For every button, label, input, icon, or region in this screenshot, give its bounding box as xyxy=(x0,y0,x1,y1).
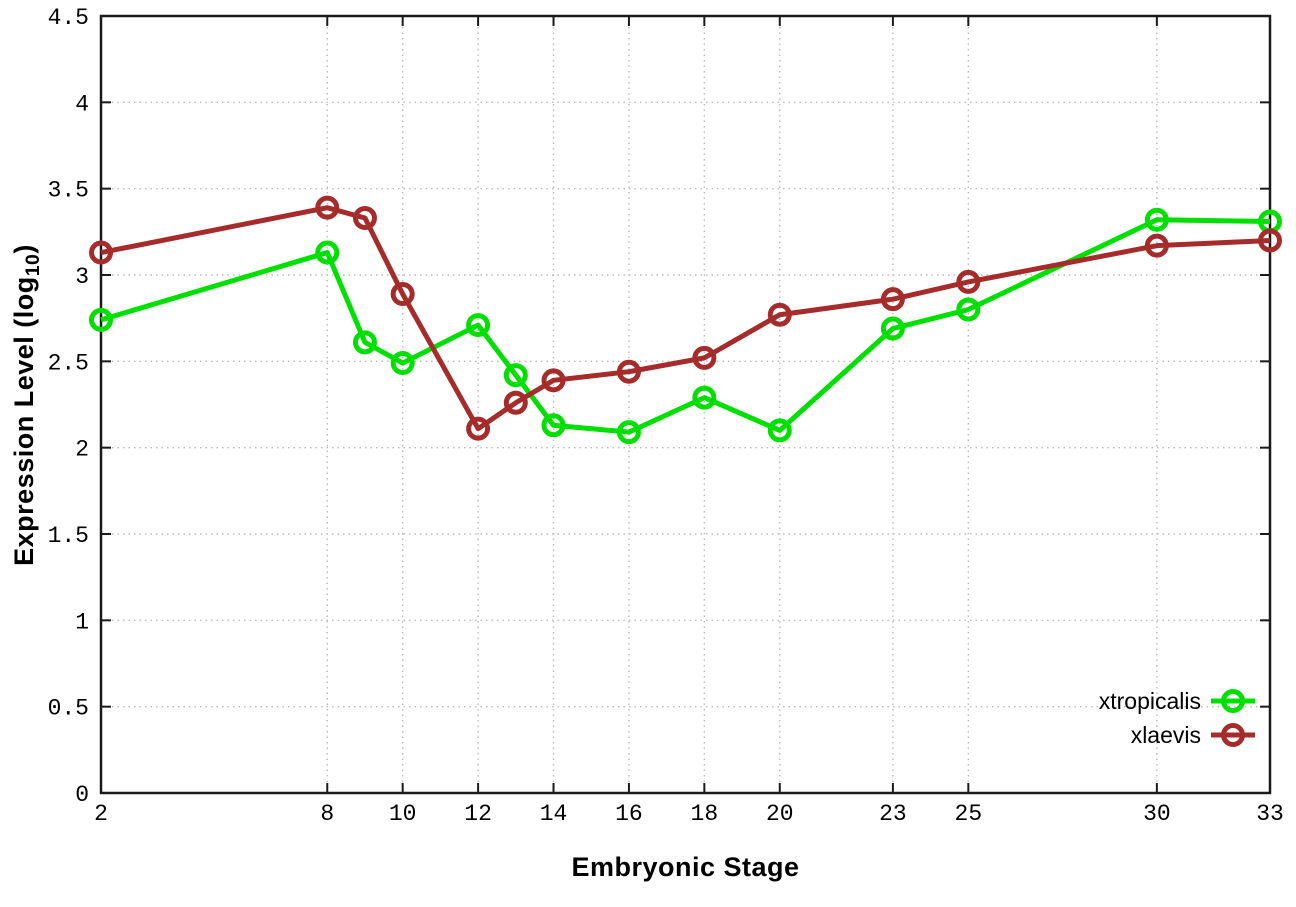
y-tick-label: 3 xyxy=(75,264,89,290)
y-tick-label: 4 xyxy=(75,91,89,117)
data-point-marker xyxy=(1144,207,1169,232)
series-xlaevis xyxy=(89,195,1282,441)
x-tick-label: 23 xyxy=(879,801,907,827)
line-marker-icon xyxy=(1211,689,1255,713)
x-tick-label: 10 xyxy=(389,801,417,827)
x-tick-label: 33 xyxy=(1256,801,1284,827)
x-axis-title: Embryonic Stage xyxy=(571,852,800,882)
y-tick-label: 2.5 xyxy=(48,350,89,376)
legend-item-xtropicalis: xtropicalis xyxy=(1099,684,1256,718)
y-tick-label: 1.5 xyxy=(48,523,89,549)
plot-border xyxy=(99,14,1272,795)
y-tick-label: 0 xyxy=(75,782,89,808)
y-axis-title: Expression Level (log10) xyxy=(9,244,45,566)
x-tick-label: 8 xyxy=(320,801,334,827)
y-tick-label: 2 xyxy=(75,437,89,463)
y-tick-label: 3.5 xyxy=(48,178,89,204)
gridlines xyxy=(101,16,1270,793)
data-point-marker xyxy=(1258,228,1282,253)
y-axis-title-close: ) xyxy=(8,244,39,254)
x-tick-label: 12 xyxy=(464,801,492,827)
legend-label-xtropicalis: xtropicalis xyxy=(1098,687,1201,714)
x-tick-label: 16 xyxy=(615,801,643,827)
data-point-marker xyxy=(767,418,792,443)
data-point-marker xyxy=(466,313,491,338)
y-axis-title-text: Expression Level (log xyxy=(8,276,39,566)
data-point-marker xyxy=(466,416,491,441)
y-tick-label: 1 xyxy=(75,609,89,635)
data-point-marker xyxy=(956,297,981,322)
data-point-marker xyxy=(352,206,377,231)
data-point-marker xyxy=(692,385,717,410)
data-point-marker xyxy=(503,363,528,388)
y-tick-label: 4.5 xyxy=(48,5,89,31)
data-point-marker xyxy=(616,420,641,445)
x-tick-label: 18 xyxy=(691,801,719,827)
series-line xyxy=(100,205,1271,432)
data-point-marker xyxy=(1144,233,1169,258)
data-point-marker xyxy=(315,195,340,220)
x-tick-label: 2 xyxy=(94,801,108,827)
data-point-marker xyxy=(880,316,905,341)
legend-item-xlaevis: xlaevis xyxy=(1099,718,1256,752)
data-point-marker xyxy=(956,269,981,294)
tick-labels: 2 8 10 12 14 16 18 20 23 25 30 33 0 0.5 1 1.5 2 2.5 3 3.5 4 4… xyxy=(48,5,1284,827)
data-point-marker xyxy=(315,240,340,265)
data-point-marker xyxy=(352,330,377,355)
data-point-marker xyxy=(390,281,415,306)
line-marker-icon xyxy=(1211,723,1255,747)
x-tick-label: 20 xyxy=(766,801,794,827)
data-point-marker xyxy=(89,307,113,332)
x-tick-label: 25 xyxy=(955,801,983,827)
data-point-marker xyxy=(89,240,113,265)
data-point-marker xyxy=(616,359,641,384)
data-point-marker xyxy=(767,302,792,327)
tick-marks xyxy=(100,15,1271,794)
series-xtropicalis xyxy=(89,207,1282,445)
x-tick-label: 30 xyxy=(1143,801,1171,827)
data-point-marker xyxy=(390,351,415,376)
legend-label-xlaevis: xlaevis xyxy=(1130,721,1201,748)
data-point-marker xyxy=(503,390,528,415)
series-line xyxy=(100,217,1271,435)
data-point-marker xyxy=(692,345,717,370)
y-tick-label: 0.5 xyxy=(48,696,89,722)
x-tick-label: 14 xyxy=(540,801,568,827)
y-axis-title-subscript: 10 xyxy=(22,253,45,277)
data-point-marker xyxy=(541,413,566,438)
legend: xtropicalis xlaevis xyxy=(1099,684,1256,752)
data-point-marker xyxy=(541,368,566,393)
data-point-marker xyxy=(880,287,905,312)
